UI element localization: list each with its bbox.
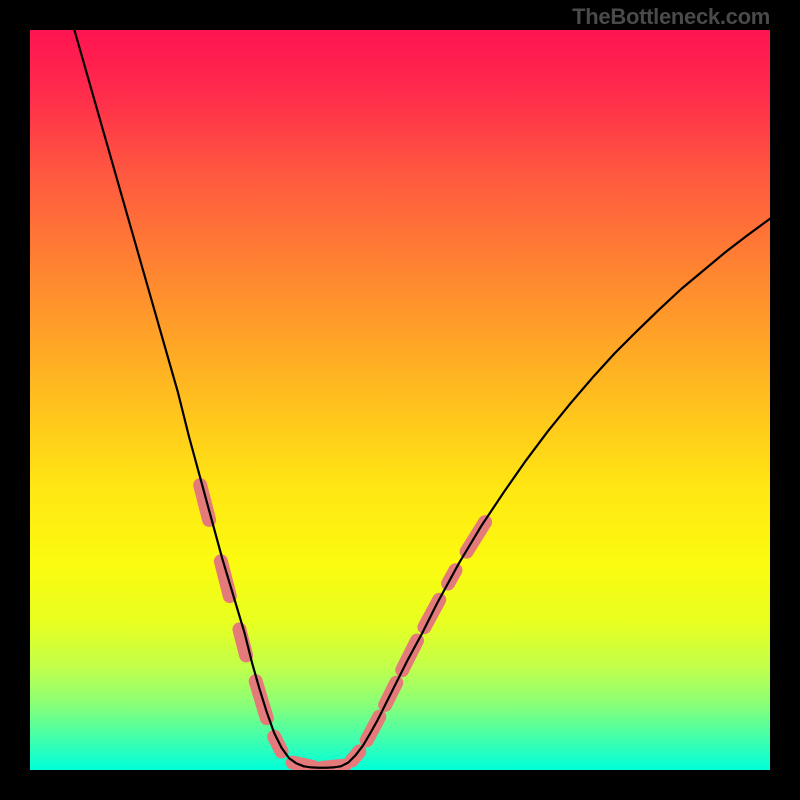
watermark-text: TheBottleneck.com xyxy=(572,4,770,30)
plot-area xyxy=(30,30,770,770)
plot-svg xyxy=(30,30,770,770)
chart-frame: TheBottleneck.com xyxy=(0,0,800,800)
